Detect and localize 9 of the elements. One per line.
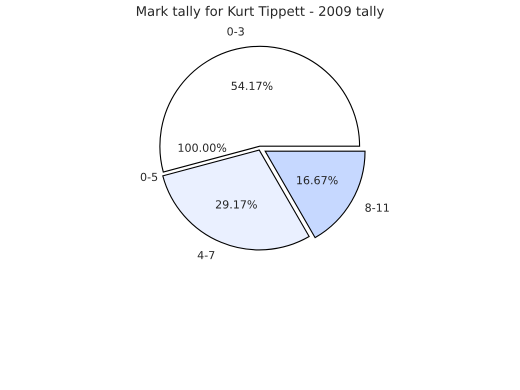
slice-label: 4-7 <box>198 251 214 260</box>
text: 100.00% <box>178 144 226 152</box>
chart-title: Mark tally for Kurt Tippett - 2009 tally <box>136 6 384 19</box>
data-label: 54.17% <box>232 82 272 90</box>
slice-label: 0-3 <box>227 27 244 36</box>
slice-label: 8-11 <box>365 203 389 212</box>
data-label: 16.67% <box>297 176 338 184</box>
data-label: 29.17% <box>216 200 257 209</box>
text: 0-5 <box>140 172 158 182</box>
